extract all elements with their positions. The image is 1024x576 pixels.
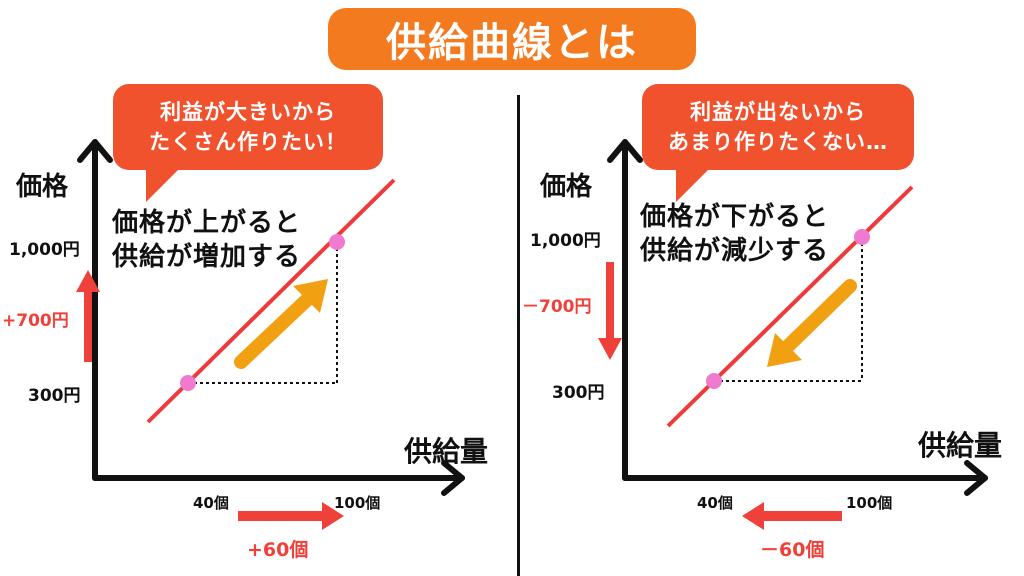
left-bubble-line-2: たくさん作りたい！ xyxy=(149,130,347,154)
right-caption-line-1: 価格が下がると xyxy=(640,202,830,232)
right-qty-low-label: 40個 xyxy=(697,494,733,512)
right-point-low xyxy=(706,373,722,389)
right-price-change-label: －700円 xyxy=(522,297,592,317)
left-price-high-label: 1,000円 xyxy=(9,240,80,260)
left-x-axis-label: 供給量 xyxy=(404,435,489,468)
right-price-change-arrow xyxy=(598,262,622,360)
left-caption-line-1: 価格が上がると xyxy=(112,208,302,238)
left-bubble-tail xyxy=(146,168,180,202)
right-qty-high-label: 100個 xyxy=(846,494,893,512)
left-price-change-label: +700円 xyxy=(2,311,69,331)
left-bubble-line-1: 利益が大きいから xyxy=(160,100,336,124)
right-movement-arrow xyxy=(767,279,857,367)
right-bubble-line-1: 利益が出ないから xyxy=(690,100,866,124)
left-caption: 価格が上がると 供給が増加する xyxy=(112,206,301,274)
right-caption: 価格が下がると 供給が減少する xyxy=(640,200,829,268)
right-price-high-label: 1,000円 xyxy=(530,231,601,251)
left-speech-bubble: 利益が大きいから たくさん作りたい！ xyxy=(113,84,383,170)
right-price-low-label: 300円 xyxy=(552,383,605,403)
left-point-low xyxy=(180,375,196,391)
right-guide-lines xyxy=(714,237,863,382)
left-point-high xyxy=(329,234,345,250)
right-caption-line-2: 供給が減少する xyxy=(640,236,830,266)
panel-divider xyxy=(517,95,520,576)
page-title: 供給曲線とは xyxy=(328,8,696,70)
right-point-high xyxy=(854,229,870,245)
left-guide-lines xyxy=(188,242,338,384)
left-movement-arrow xyxy=(234,279,328,369)
left-price-change-arrow xyxy=(76,270,100,362)
left-qty-high-label: 100個 xyxy=(334,494,381,512)
right-y-axis-label: 価格 xyxy=(540,172,593,202)
left-y-axis-label: 価格 xyxy=(16,172,69,202)
left-qty-change-label: +60個 xyxy=(247,539,309,561)
left-price-low-label: 300円 xyxy=(28,386,81,406)
left-axes xyxy=(77,139,465,496)
left-qty-change-arrow xyxy=(238,502,344,530)
right-x-axis-label: 供給量 xyxy=(918,429,1003,462)
left-caption-line-2: 供給が増加する xyxy=(112,242,302,272)
right-bubble-tail xyxy=(676,168,710,202)
left-qty-low-label: 40個 xyxy=(193,494,229,512)
right-speech-bubble: 利益が出ないから あまり作りたくない… xyxy=(642,84,914,170)
right-bubble-line-2: あまり作りたくない… xyxy=(668,130,888,154)
right-qty-change-label: －60個 xyxy=(760,539,825,561)
right-axes xyxy=(607,139,988,496)
right-qty-change-arrow xyxy=(742,502,842,530)
